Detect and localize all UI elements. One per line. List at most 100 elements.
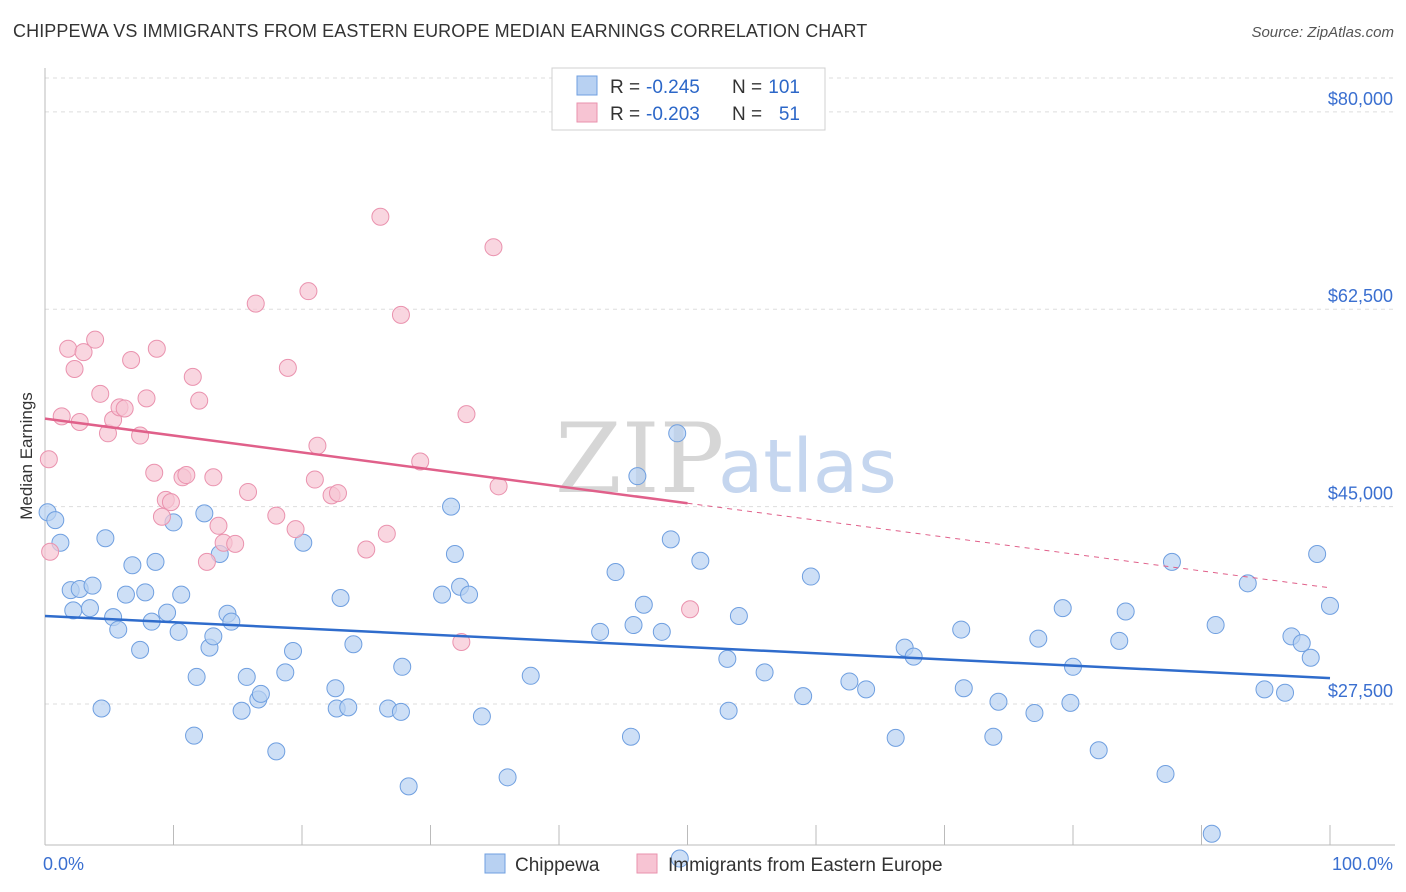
immigrants-point xyxy=(681,600,700,619)
chippewa-point xyxy=(1276,683,1295,702)
chippewa-point xyxy=(339,698,358,717)
chippewa-point xyxy=(984,727,1003,746)
chippewa-point xyxy=(445,544,464,563)
immigrants-point xyxy=(278,358,297,377)
chippewa-point xyxy=(954,679,973,698)
chippewa-point xyxy=(1301,648,1320,667)
watermark-atlas: atlas xyxy=(718,424,897,510)
chippewa-point xyxy=(1061,693,1080,712)
chippewa-point xyxy=(1053,599,1072,618)
chippewa-point xyxy=(195,504,214,523)
chippewa-point xyxy=(92,699,111,718)
chart-title: CHIPPEWA VS IMMIGRANTS FROM EASTERN EURO… xyxy=(13,21,868,41)
series-immigrants-points xyxy=(39,207,700,651)
immigrants-point xyxy=(267,506,286,525)
chippewa-point xyxy=(96,529,115,548)
chippewa-point xyxy=(460,585,479,604)
chippewa-point xyxy=(886,728,905,747)
legend-swatch-immigrants-bottom xyxy=(636,853,658,874)
legend-r-value-1: -0.245 xyxy=(646,77,700,98)
immigrants-point xyxy=(145,463,164,482)
legend-r-label-2: R = xyxy=(610,104,640,125)
immigrants-point xyxy=(59,339,78,358)
chippewa-point xyxy=(794,687,813,706)
chippewa-point xyxy=(652,622,671,641)
immigrants-point xyxy=(122,350,141,369)
chippewa-point xyxy=(989,692,1008,711)
chippewa-point xyxy=(46,511,65,530)
immigrants-point xyxy=(152,507,171,526)
x-tick-label-max: 100.0% xyxy=(1332,854,1393,874)
chippewa-point xyxy=(326,679,345,698)
chippewa-point xyxy=(267,742,286,761)
immigrants-point xyxy=(328,484,347,503)
chippewa-point xyxy=(80,599,99,618)
immigrants-point xyxy=(226,534,245,553)
y-tick-label: $45,000 xyxy=(1328,484,1393,504)
chippewa-point xyxy=(251,684,270,703)
chippewa-point xyxy=(621,727,640,746)
legend-swatch-immigrants xyxy=(576,102,598,123)
chippewa-point xyxy=(169,622,188,641)
chippewa-point xyxy=(331,588,350,607)
immigrants-point xyxy=(177,466,196,485)
legend-r-value-2: -0.203 xyxy=(646,104,700,125)
chippewa-point xyxy=(1308,544,1327,563)
immigrants-point xyxy=(204,468,223,487)
immigrants-point xyxy=(484,238,503,257)
legend-n-value-1: 101 xyxy=(768,77,800,98)
immigrants-point xyxy=(299,282,318,301)
chippewa-point xyxy=(691,551,710,570)
y-tick-label: $27,500 xyxy=(1328,681,1393,701)
immigrants-point xyxy=(74,343,93,362)
chippewa-point xyxy=(755,663,774,682)
chippewa-point xyxy=(521,666,540,685)
chippewa-point xyxy=(276,663,295,682)
immigrants-point xyxy=(86,330,105,349)
immigrants-point xyxy=(286,520,305,539)
immigrants-point xyxy=(91,384,110,403)
chippewa-trend-line xyxy=(44,614,1331,680)
legend-n-label-1: N = xyxy=(732,77,762,98)
trend-lines xyxy=(44,417,1331,680)
chippewa-point xyxy=(1202,824,1221,843)
immigrants-point xyxy=(357,540,376,559)
chippewa-point xyxy=(729,607,748,626)
chippewa-point xyxy=(670,849,689,868)
immigrants-point xyxy=(147,339,166,358)
chippewa-point xyxy=(109,620,128,639)
legend-r-label-1: R = xyxy=(610,77,640,98)
chippewa-point xyxy=(1025,704,1044,723)
immigrants-point xyxy=(65,360,84,379)
immigrants-point xyxy=(308,436,327,455)
immigrants-point xyxy=(183,367,202,386)
source-note: Source: ZipAtlas.com xyxy=(1251,24,1394,41)
chippewa-point xyxy=(840,672,859,691)
chippewa-point xyxy=(116,585,135,604)
series-chippewa-points xyxy=(38,424,1339,868)
immigrants-point xyxy=(452,632,471,651)
chippewa-point xyxy=(857,680,876,699)
chippewa-point xyxy=(237,667,256,686)
chippewa-point xyxy=(391,702,410,721)
chippewa-point xyxy=(591,622,610,641)
watermark-zip: ZIP xyxy=(555,403,724,515)
chippewa-point xyxy=(187,667,206,686)
chippewa-point xyxy=(952,620,971,639)
chippewa-point xyxy=(204,627,223,646)
chippewa-point xyxy=(232,701,251,720)
immigrants-point xyxy=(391,305,410,324)
immigrants-point xyxy=(457,405,476,424)
chippewa-point xyxy=(628,467,647,486)
legend-swatch-chippewa xyxy=(576,75,598,96)
chippewa-point xyxy=(1110,631,1129,650)
chippewa-point xyxy=(344,635,363,654)
gridlines xyxy=(45,77,1395,705)
chippewa-point xyxy=(136,583,155,602)
chippewa-point xyxy=(158,603,177,622)
immigrants-point xyxy=(371,207,390,226)
immigrants-point xyxy=(209,516,228,535)
chippewa-point xyxy=(83,576,102,595)
immigrants-point xyxy=(39,450,58,469)
chippewa-point xyxy=(1238,574,1257,593)
